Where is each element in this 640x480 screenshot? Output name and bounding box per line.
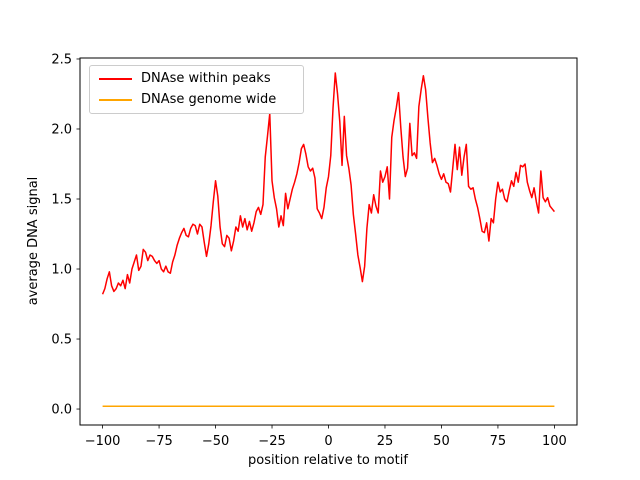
y-tick-label: 1.5 (51, 193, 72, 208)
x-tick-label: 100 (542, 434, 567, 449)
x-tick-label: −100 (85, 434, 121, 449)
legend-line-sample-orange (99, 99, 132, 101)
x-axis-label: position relative to motif (248, 453, 408, 468)
legend-entry-dnase-within-peaks: DNAse within peaks (99, 71, 295, 87)
legend-entry-dnase-genome-wide: DNAse genome wide (99, 92, 295, 108)
legend-label: DNAse genome wide (141, 92, 277, 107)
y-tick-label: 2.5 (51, 52, 72, 67)
y-tick-label: 0.0 (51, 403, 72, 418)
y-axis-label: average DNA signal (26, 177, 41, 306)
legend: DNAse within peaks DNAse genome wide (89, 65, 304, 114)
x-tick-label: 0 (324, 434, 332, 449)
y-tick-label: 0.5 (51, 333, 72, 348)
y-tick-label: 2.0 (51, 122, 72, 137)
x-tick-label: −25 (258, 434, 285, 449)
series-line-dnase-within-peaks (101, 72, 555, 295)
y-tick-label: 1.0 (51, 263, 72, 278)
y-axis-ticks: 0.0 0.5 1.0 1.5 2.0 2.5 (51, 52, 80, 418)
x-axis-ticks: −100 −75 −50 −25 0 25 50 75 100 (85, 425, 567, 449)
x-tick-label: 50 (433, 434, 450, 449)
series-lines (101, 72, 555, 407)
x-tick-label: 25 (377, 434, 394, 449)
legend-label: DNAse within peaks (141, 71, 271, 86)
x-tick-label: 75 (490, 434, 507, 449)
x-tick-label: −50 (202, 434, 229, 449)
x-tick-label: −75 (145, 434, 172, 449)
legend-line-sample-red (99, 78, 132, 80)
